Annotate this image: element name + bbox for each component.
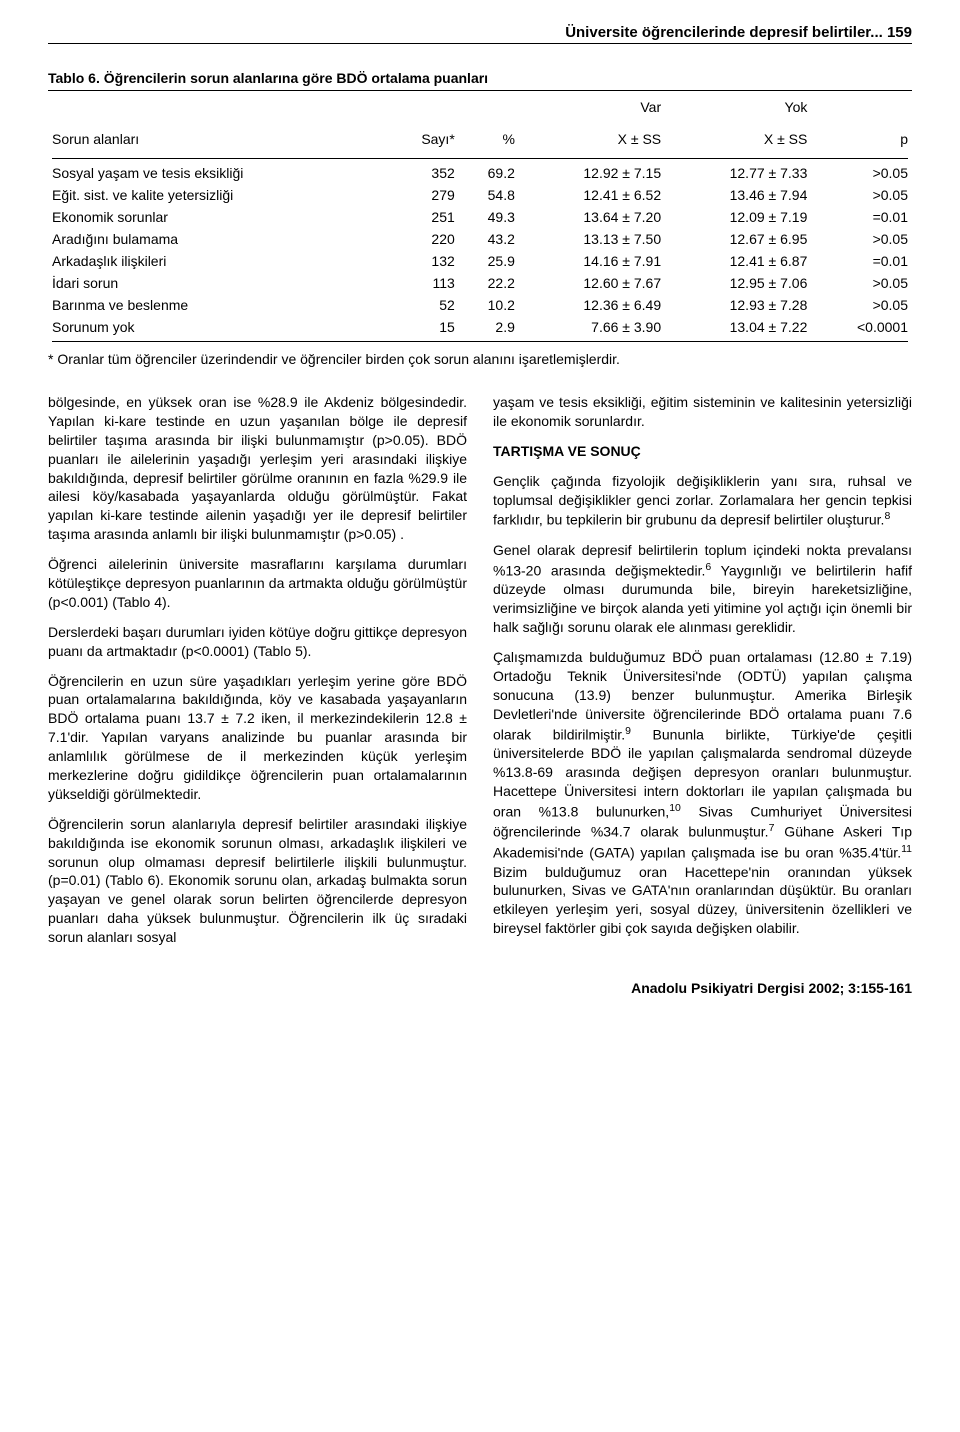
table-label: Tablo 6. (48, 70, 100, 86)
table-row: Eğit. sist. ve kalite yetersizliği 279 5… (48, 184, 912, 206)
cell: >0.05 (811, 228, 912, 250)
journal-footer: Anadolu Psikiyatri Dergisi 2002; 3:155-1… (48, 980, 912, 996)
paragraph: Derslerdeki başarı durumları iyiden kötü… (48, 623, 467, 661)
citation-sup: 8 (884, 510, 890, 522)
cell: >0.05 (811, 184, 912, 206)
cell: 12.60 ± 7.67 (519, 272, 665, 294)
col-p: p (811, 123, 912, 155)
paragraph: Çalışmamızda bulduğumuz BDÖ puan ortalam… (493, 648, 912, 938)
paragraph: Gençlik çağında fizyolojik değişiklikler… (493, 472, 912, 530)
cell: İdari sorun (48, 272, 388, 294)
col-yok: Yok (665, 91, 811, 123)
cell: Ekonomik sorunlar (48, 206, 388, 228)
cell: 113 (388, 272, 459, 294)
cell: 12.67 ± 6.95 (665, 228, 811, 250)
table-row: Sosyal yaşam ve tesis eksikliği 352 69.2… (48, 162, 912, 184)
cell: 15 (388, 316, 459, 338)
col-pct: % (459, 123, 519, 155)
table-row: İdari sorun 113 22.2 12.60 ± 7.67 12.95 … (48, 272, 912, 294)
col-yok-xss: X ± SS (665, 123, 811, 155)
cell: 132 (388, 250, 459, 272)
cell: Eğit. sist. ve kalite yetersizliği (48, 184, 388, 206)
cell: 22.2 (459, 272, 519, 294)
cell: 69.2 (459, 162, 519, 184)
left-column: bölgesinde, en yüksek oran ise %28.9 ile… (48, 393, 467, 958)
table-row: Sorunum yok 15 2.9 7.66 ± 3.90 13.04 ± 7… (48, 316, 912, 338)
cell: 220 (388, 228, 459, 250)
table-header: Sorun alanları Sayı* % X ± SS X ± SS p (48, 123, 912, 155)
text: Gençlik çağında fizyolojik değişiklikler… (493, 473, 912, 528)
data-table: Var Yok Sorun alanları Sayı* % X ± SS X … (48, 91, 912, 345)
cell: 12.77 ± 7.33 (665, 162, 811, 184)
table-row: Arkadaşlık ilişkileri 132 25.9 14.16 ± 7… (48, 250, 912, 272)
cell: >0.05 (811, 294, 912, 316)
paragraph: yaşam ve tesis eksikliği, eğitim sistemi… (493, 393, 912, 431)
cell: >0.05 (811, 162, 912, 184)
col-n: Sayı* (388, 123, 459, 155)
cell: 13.64 ± 7.20 (519, 206, 665, 228)
table-header-top: Var Yok (48, 91, 912, 123)
table-6: Tablo 6. Öğrencilerin sorun alanlarına g… (48, 70, 912, 367)
cell: 54.8 (459, 184, 519, 206)
cell: =0.01 (811, 206, 912, 228)
cell: 43.2 (459, 228, 519, 250)
cell: Arkadaşlık ilişkileri (48, 250, 388, 272)
cell: <0.0001 (811, 316, 912, 338)
cell: =0.01 (811, 250, 912, 272)
paragraph: Öğrencilerin en uzun süre yaşadıkları ye… (48, 672, 467, 804)
cell: 49.3 (459, 206, 519, 228)
body-columns: bölgesinde, en yüksek oran ise %28.9 ile… (48, 393, 912, 958)
citation-sup: 11 (901, 843, 912, 855)
table-title: Tablo 6. Öğrencilerin sorun alanlarına g… (48, 70, 912, 86)
cell: 13.04 ± 7.22 (665, 316, 811, 338)
table-footnote: * Oranlar tüm öğrenciler üzerindendir ve… (48, 351, 912, 367)
cell: 25.9 (459, 250, 519, 272)
table-caption: Öğrencilerin sorun alanlarına göre BDÖ o… (104, 70, 488, 86)
cell: Barınma ve beslenme (48, 294, 388, 316)
cell: 7.66 ± 3.90 (519, 316, 665, 338)
cell: Sorunum yok (48, 316, 388, 338)
table-row: Aradığını bulamama 220 43.2 13.13 ± 7.50… (48, 228, 912, 250)
cell: 12.36 ± 6.49 (519, 294, 665, 316)
running-head: Üniversite öğrencilerinde depresif belir… (48, 24, 912, 41)
cell: Sosyal yaşam ve tesis eksikliği (48, 162, 388, 184)
table-row: Barınma ve beslenme 52 10.2 12.36 ± 6.49… (48, 294, 912, 316)
paragraph: Öğrencilerin sorun alanlarıyla depresif … (48, 815, 467, 947)
cell: 2.9 (459, 316, 519, 338)
cell: 13.13 ± 7.50 (519, 228, 665, 250)
cell: 12.41 ± 6.87 (665, 250, 811, 272)
cell: 12.93 ± 7.28 (665, 294, 811, 316)
cell: 52 (388, 294, 459, 316)
table-row: Ekonomik sorunlar 251 49.3 13.64 ± 7.20 … (48, 206, 912, 228)
cell: 12.41 ± 6.52 (519, 184, 665, 206)
col-label: Sorun alanları (48, 123, 388, 155)
cell: 352 (388, 162, 459, 184)
section-heading: TARTIŞMA VE SONUÇ (493, 442, 912, 461)
cell: 13.46 ± 7.94 (665, 184, 811, 206)
cell: 10.2 (459, 294, 519, 316)
cell: 14.16 ± 7.91 (519, 250, 665, 272)
cell: Aradığını bulamama (48, 228, 388, 250)
paragraph: Genel olarak depresif belirtilerin toplu… (493, 541, 912, 637)
col-var: Var (519, 91, 665, 123)
cell: 12.09 ± 7.19 (665, 206, 811, 228)
text: Bizim bulduğumuz oran Hacettepe'nin oran… (493, 864, 912, 937)
col-var-xss: X ± SS (519, 123, 665, 155)
page: Üniversite öğrencilerinde depresif belir… (0, 0, 960, 1032)
citation-sup: 10 (669, 802, 681, 814)
cell: >0.05 (811, 272, 912, 294)
cell: 251 (388, 206, 459, 228)
paragraph: bölgesinde, en yüksek oran ise %28.9 ile… (48, 393, 467, 544)
right-column: yaşam ve tesis eksikliği, eğitim sistemi… (493, 393, 912, 958)
header-rule (48, 43, 912, 44)
cell: 279 (388, 184, 459, 206)
cell: 12.95 ± 7.06 (665, 272, 811, 294)
paragraph: Öğrenci ailelerinin üniversite masraflar… (48, 555, 467, 612)
cell: 12.92 ± 7.15 (519, 162, 665, 184)
